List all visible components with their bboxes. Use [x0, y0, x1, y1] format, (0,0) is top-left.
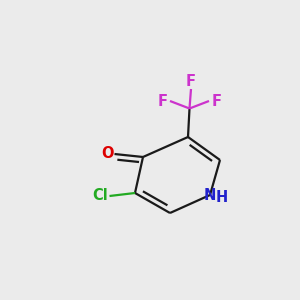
Text: F: F	[212, 94, 222, 109]
Text: F: F	[186, 74, 196, 89]
Text: N: N	[204, 188, 216, 202]
Text: Cl: Cl	[93, 188, 108, 203]
Text: O: O	[102, 146, 114, 161]
Text: F: F	[157, 94, 167, 109]
Text: H: H	[216, 190, 228, 205]
